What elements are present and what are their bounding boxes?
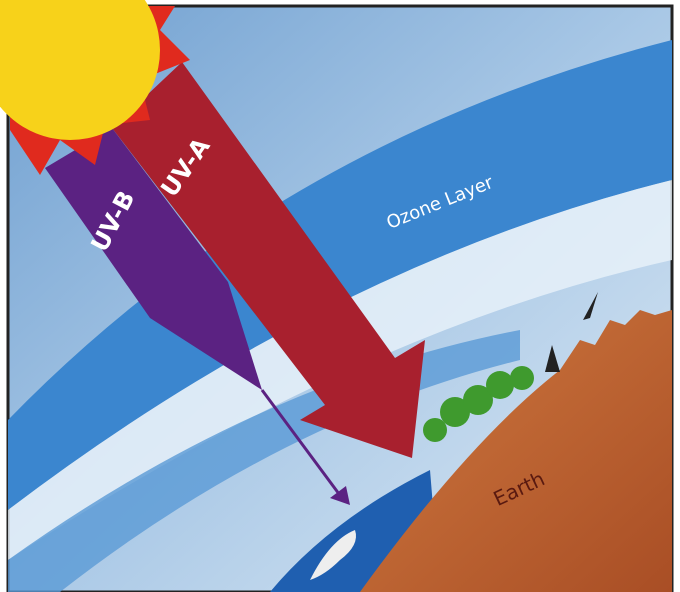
illustration: UV-B UV-A Ozone Layer Earth <box>0 0 680 592</box>
page: UV-B UV-A Ozone Layer Earth (() => { con… <box>0 0 680 592</box>
